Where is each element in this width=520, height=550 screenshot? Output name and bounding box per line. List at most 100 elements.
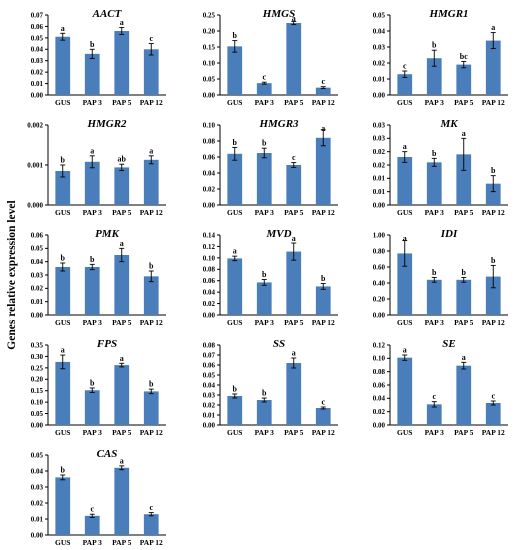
x-category-label: GUS <box>397 428 412 437</box>
y-tick-label: 0.06 <box>203 277 216 285</box>
significance-letter: a <box>149 146 153 155</box>
panel-se: SE 0.00 0.02 0.04 0.06 0.08 0.10 0.12 a GUS c PAP 3… <box>373 338 508 437</box>
panel-ss: SS 0.00 0.01 0.02 0.03 0.04 0.05 0.06 0.07 0.08 b G… <box>203 338 338 437</box>
bar <box>397 253 413 315</box>
x-category-label: GUS <box>227 428 242 437</box>
y-tick-label: 0.04 <box>203 381 216 389</box>
y-tick-label: 0.06 <box>31 23 44 31</box>
y-tick-label: 0.04 <box>31 258 44 266</box>
bar <box>485 183 501 205</box>
y-tick-label: 0.08 <box>203 266 216 274</box>
significance-letter: a <box>120 354 124 363</box>
x-category-label: PAP 5 <box>112 538 131 547</box>
bar <box>315 408 331 425</box>
significance-letter: b <box>432 268 437 277</box>
panel-hmgr2: HMGR2 0.000 0.001 0.002 b GUS a PAP 3 ab PAP 5 a PA… <box>27 118 166 217</box>
y-tick-label: 0.20 <box>373 295 386 303</box>
x-category-label: PAP 12 <box>482 428 505 437</box>
y-tick-label: 0.04 <box>31 46 44 54</box>
bar <box>426 58 442 95</box>
x-category-label: PAP 12 <box>482 318 505 327</box>
y-tick-label: 0.06 <box>31 231 44 239</box>
x-category-label: GUS <box>55 538 70 547</box>
x-category-label: PAP 3 <box>83 428 102 437</box>
significance-letter: a <box>403 142 407 151</box>
panel-title: SS <box>273 338 285 350</box>
bar <box>286 363 302 425</box>
y-tick-label: 0.05 <box>203 75 216 83</box>
y-tick-label: 0.05 <box>31 34 44 42</box>
y-tick-label: 0.05 <box>31 451 44 459</box>
panel-pmk: PMK 0.00 0.01 0.02 0.03 0.04 0.05 0.06 b GUS b PAP … <box>31 228 166 327</box>
significance-letter: a <box>61 346 65 355</box>
panel-fps: FPS 0.00 0.05 0.10 0.15 0.20 0.25 0.30 0.35 a GUS b… <box>31 338 166 437</box>
significance-letter: a <box>462 129 466 138</box>
significance-letter: a <box>292 234 296 243</box>
significance-letter: b <box>61 466 66 475</box>
x-category-label: GUS <box>227 318 242 327</box>
significance-letter: b <box>233 385 238 394</box>
panel-title: FPS <box>96 338 117 350</box>
x-category-label: PAP 12 <box>140 98 163 107</box>
panel-title: MK <box>439 118 458 130</box>
significance-letter: c <box>321 398 325 407</box>
y-tick-label: 0.01 <box>373 188 386 196</box>
bar <box>286 165 302 205</box>
bar <box>315 137 331 205</box>
panel-mk: MK 0.00 0.01 0.01 0.02 0.02 0.03 0.03 a GUS b PAP 3… <box>373 118 508 217</box>
y-tick-label: 0.20 <box>203 27 216 35</box>
bar <box>256 83 272 95</box>
x-category-label: PAP 5 <box>454 208 473 217</box>
bar <box>114 31 130 95</box>
y-tick-label: 0.12 <box>373 341 386 349</box>
panel-mvd: MVD 0.00 0.02 0.04 0.06 0.08 0.10 0.12 0.14 a GUS b… <box>203 228 338 327</box>
x-category-label: PAP 3 <box>425 318 444 327</box>
y-tick-label: 0.06 <box>203 361 216 369</box>
x-category-label: PAP 12 <box>482 98 505 107</box>
panel-title: IDI <box>440 228 458 240</box>
significance-letter: c <box>432 392 436 401</box>
bar <box>426 162 442 205</box>
y-tick-label: 0.03 <box>373 43 386 51</box>
bar <box>456 279 472 315</box>
x-category-label: GUS <box>55 208 70 217</box>
y-tick-label: 0.02 <box>31 499 44 507</box>
y-tick-label: 0.08 <box>373 368 386 376</box>
y-tick-label: 0.14 <box>203 231 216 239</box>
y-tick-label: 0.04 <box>373 395 386 403</box>
bar <box>227 153 243 205</box>
panel-title: AACT <box>92 8 123 20</box>
significance-letter: b <box>491 256 496 265</box>
significance-letter: a <box>61 24 65 33</box>
y-tick-label: 0.01 <box>373 75 386 83</box>
y-tick-label: 0.00 <box>31 531 44 539</box>
x-category-label: PAP 12 <box>140 538 163 547</box>
y-tick-label: 0.25 <box>31 364 44 372</box>
bar <box>315 87 331 95</box>
bar <box>114 467 130 535</box>
y-tick-label: 0.06 <box>203 153 216 161</box>
significance-letter: a <box>491 23 495 32</box>
y-tick-label: 0.03 <box>31 271 44 279</box>
y-tick-label: 0.02 <box>31 285 44 293</box>
y-tick-label: 0.15 <box>31 387 44 395</box>
bar <box>143 276 159 315</box>
significance-letter: b <box>233 31 238 40</box>
bar <box>55 477 71 535</box>
y-tick-label: 0.30 <box>31 353 44 361</box>
x-category-label: PAP 5 <box>112 98 131 107</box>
significance-letter: b <box>149 380 154 389</box>
y-tick-label: 0.05 <box>31 245 44 253</box>
bar <box>485 276 501 315</box>
significance-letter: a <box>403 346 407 355</box>
significance-letter: bc <box>460 52 468 61</box>
significance-letter: a <box>462 353 466 362</box>
x-category-label: PAP 12 <box>140 318 163 327</box>
x-category-label: GUS <box>55 318 70 327</box>
x-category-label: PAP 3 <box>83 318 102 327</box>
significance-letter: c <box>403 62 407 71</box>
significance-letter: b <box>432 41 437 50</box>
y-tick-label: 0.00 <box>373 421 386 429</box>
significance-letter: b <box>90 378 95 387</box>
y-tick-label: 0.00 <box>373 91 386 99</box>
